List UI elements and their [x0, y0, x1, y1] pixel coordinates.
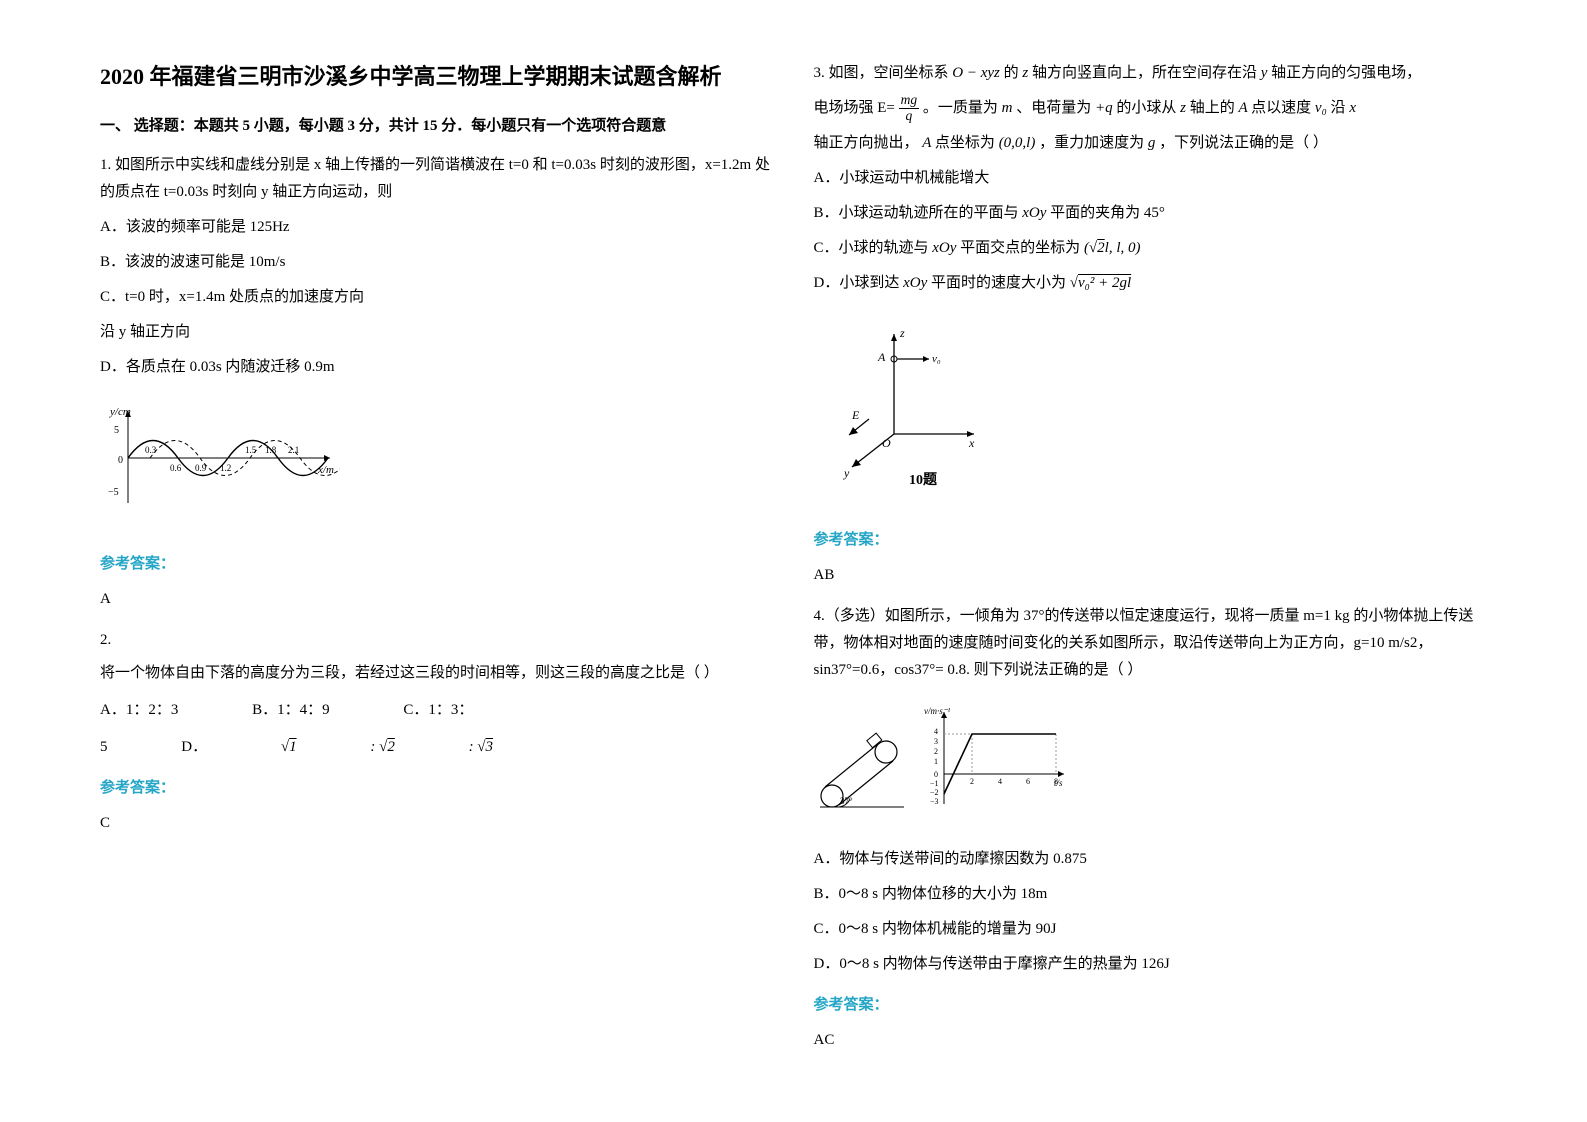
- svg-text:y: y: [843, 466, 850, 480]
- q2-option-c: C．1：3：: [403, 697, 473, 724]
- q1-text: 1. 如图所示中实线和虚线分别是 x 轴上传播的一列简谐横波在 t=0 和 t=…: [100, 152, 774, 206]
- q2-answer-label: 参考答案：: [100, 775, 774, 802]
- q4-option-a: A．物体与传送带间的动摩擦因数为 0.875: [814, 846, 1488, 873]
- q4-figure: 37° v/m·s⁻¹ t/s 4 3 2 1 0 −1 −2: [814, 704, 1074, 824]
- svg-text:−5: −5: [108, 487, 119, 498]
- q3-coord-figure: z x y O A v₀ E: [814, 319, 984, 499]
- svg-text:−3: −3: [930, 797, 939, 806]
- q3-option-d: D．小球到达 xOy 平面时的速度大小为 √v₀² + 2gl: [814, 270, 1488, 297]
- q2-choices-row1: A．1：2：3 B．1：4：9 C．1：3：: [100, 697, 774, 724]
- svg-text:6: 6: [1026, 777, 1030, 786]
- svg-text:1: 1: [934, 757, 938, 766]
- q1-answer: A: [100, 586, 774, 613]
- svg-text:2: 2: [970, 777, 974, 786]
- q1-wave-figure: y/cm x/m 5 0 −5 0.3 0.6 0.9 1.2 1.5 1.8 …: [100, 403, 340, 523]
- svg-text:8: 8: [1054, 777, 1058, 786]
- svg-text:0.9: 0.9: [195, 463, 207, 473]
- svg-text:−1: −1: [930, 779, 939, 788]
- fig-label: 10题: [909, 472, 938, 488]
- q4-option-b: B．0～8 s 内物体位移的大小为 18m: [814, 881, 1488, 908]
- svg-text:0.3: 0.3: [145, 445, 157, 455]
- q2-num: 2.: [100, 627, 774, 654]
- question-4: 4.（多选）如图所示，一倾角为 37°的传送带以恒定速度运行，现将一质量 m=1…: [814, 603, 1488, 978]
- svg-text:4: 4: [934, 727, 938, 736]
- q3-option-c: C．小球的轨迹与 xOy 平面交点的坐标为 (√2l, l, 0): [814, 235, 1488, 262]
- q1-option-a: A．该波的频率可能是 125Hz: [100, 214, 774, 241]
- svg-text:1.8: 1.8: [265, 445, 277, 455]
- q2-option-a: A．1：2：3: [100, 697, 178, 724]
- svg-text:1.5: 1.5: [245, 445, 257, 455]
- q3-line1: 3. 如图，空间坐标系 O − xyz 的 z 轴方向竖直向上，所在空间存在沿 …: [814, 60, 1488, 87]
- q4-option-d: D．0～8 s 内物体与传送带由于摩擦产生的热量为 126J: [814, 951, 1488, 978]
- q2-option-b: B．1：4：9: [252, 697, 330, 724]
- q1-option-b: B．该波的波速可能是 10m/s: [100, 249, 774, 276]
- svg-text:0: 0: [934, 770, 938, 779]
- wave-graph-icon: y/cm x/m 5 0 −5 0.3 0.6 0.9 1.2 1.5 1.8 …: [100, 403, 340, 513]
- ylabel: y/cm: [109, 406, 131, 418]
- svg-text:37°: 37°: [840, 796, 853, 806]
- svg-text:x: x: [968, 436, 975, 450]
- q2-answer: C: [100, 810, 774, 837]
- svg-text:2: 2: [934, 747, 938, 756]
- svg-text:0.6: 0.6: [170, 463, 182, 473]
- q3-option-b: B．小球运动轨迹所在的平面与 xOy 平面的夹角为 45°: [814, 200, 1488, 227]
- svg-text:A: A: [877, 350, 886, 364]
- q3-option-a: A．小球运动中机械能增大: [814, 165, 1488, 192]
- section-1-header: 一、 选择题：本题共 5 小题，每小题 3 分，共计 15 分．每小题只有一个选…: [100, 113, 774, 140]
- q3-line3: 轴正方向抛出， A 点坐标为 (0,0,l) ，重力加速度为 g ，下列说法正确…: [814, 130, 1488, 157]
- q1-option-d: D．各质点在 0.03s 内随波迁移 0.9m: [100, 354, 774, 381]
- q4-answer-label: 参考答案：: [814, 992, 1488, 1019]
- svg-text:O: O: [882, 436, 891, 450]
- svg-text:v₀: v₀: [932, 353, 941, 365]
- q3-answer: AB: [814, 562, 1488, 589]
- svg-text:5: 5: [114, 425, 119, 436]
- question-3: 3. 如图，空间坐标系 O − xyz 的 z 轴方向竖直向上，所在空间存在沿 …: [814, 60, 1488, 513]
- svg-text:E: E: [851, 408, 860, 422]
- q1-answer-label: 参考答案：: [100, 551, 774, 578]
- coord-3d-icon: z x y O A v₀ E: [814, 319, 984, 489]
- q4-option-c: C．0～8 s 内物体机械能的增量为 90J: [814, 916, 1488, 943]
- svg-text:3: 3: [934, 737, 938, 746]
- right-column: 3. 如图，空间坐标系 O − xyz 的 z 轴方向竖直向上，所在空间存在沿 …: [794, 60, 1508, 1062]
- q3-answer-label: 参考答案：: [814, 527, 1488, 554]
- svg-text:−2: −2: [930, 788, 939, 797]
- left-column: 2020 年福建省三明市沙溪乡中学高三物理上学期期末试题含解析 一、 选择题：本…: [80, 60, 794, 1062]
- svg-text:0: 0: [118, 455, 123, 466]
- q2-option-c2: 5: [100, 734, 108, 761]
- q4-text: 4.（多选）如图所示，一倾角为 37°的传送带以恒定速度运行，现将一质量 m=1…: [814, 603, 1488, 684]
- svg-text:v/m·s⁻¹: v/m·s⁻¹: [924, 706, 950, 716]
- q1-option-c-line2: 沿 y 轴正方向: [100, 319, 774, 346]
- svg-text:4: 4: [998, 777, 1002, 786]
- q2-text: 将一个物体自由下落的高度分为三段，若经过这三段的时间相等，则这三段的高度之比是（…: [100, 660, 774, 687]
- svg-text:z: z: [899, 326, 905, 340]
- q3-line2: 电场场强 E= mgq 。一质量为 m 、电荷量为 +q 的小球从 z 轴上的 …: [814, 93, 1488, 124]
- q2-option-d: D． √1 : √2 : √3: [181, 734, 633, 761]
- svg-text:2.1: 2.1: [288, 445, 299, 455]
- belt-and-graph-icon: 37° v/m·s⁻¹ t/s 4 3 2 1 0 −1 −2: [814, 704, 1074, 814]
- svg-text:1.2: 1.2: [220, 463, 231, 473]
- q2-choices-row2: 5 D． √1 : √2 : √3: [100, 734, 774, 761]
- question-2: 2. 将一个物体自由下落的高度分为三段，若经过这三段的时间相等，则这三段的高度之…: [100, 627, 774, 761]
- exam-title: 2020 年福建省三明市沙溪乡中学高三物理上学期期末试题含解析: [100, 60, 774, 93]
- q1-option-c: C．t=0 时，x=1.4m 处质点的加速度方向: [100, 284, 774, 311]
- q4-answer: AC: [814, 1027, 1488, 1054]
- question-1: 1. 如图所示中实线和虚线分别是 x 轴上传播的一列简谐横波在 t=0 和 t=…: [100, 152, 774, 537]
